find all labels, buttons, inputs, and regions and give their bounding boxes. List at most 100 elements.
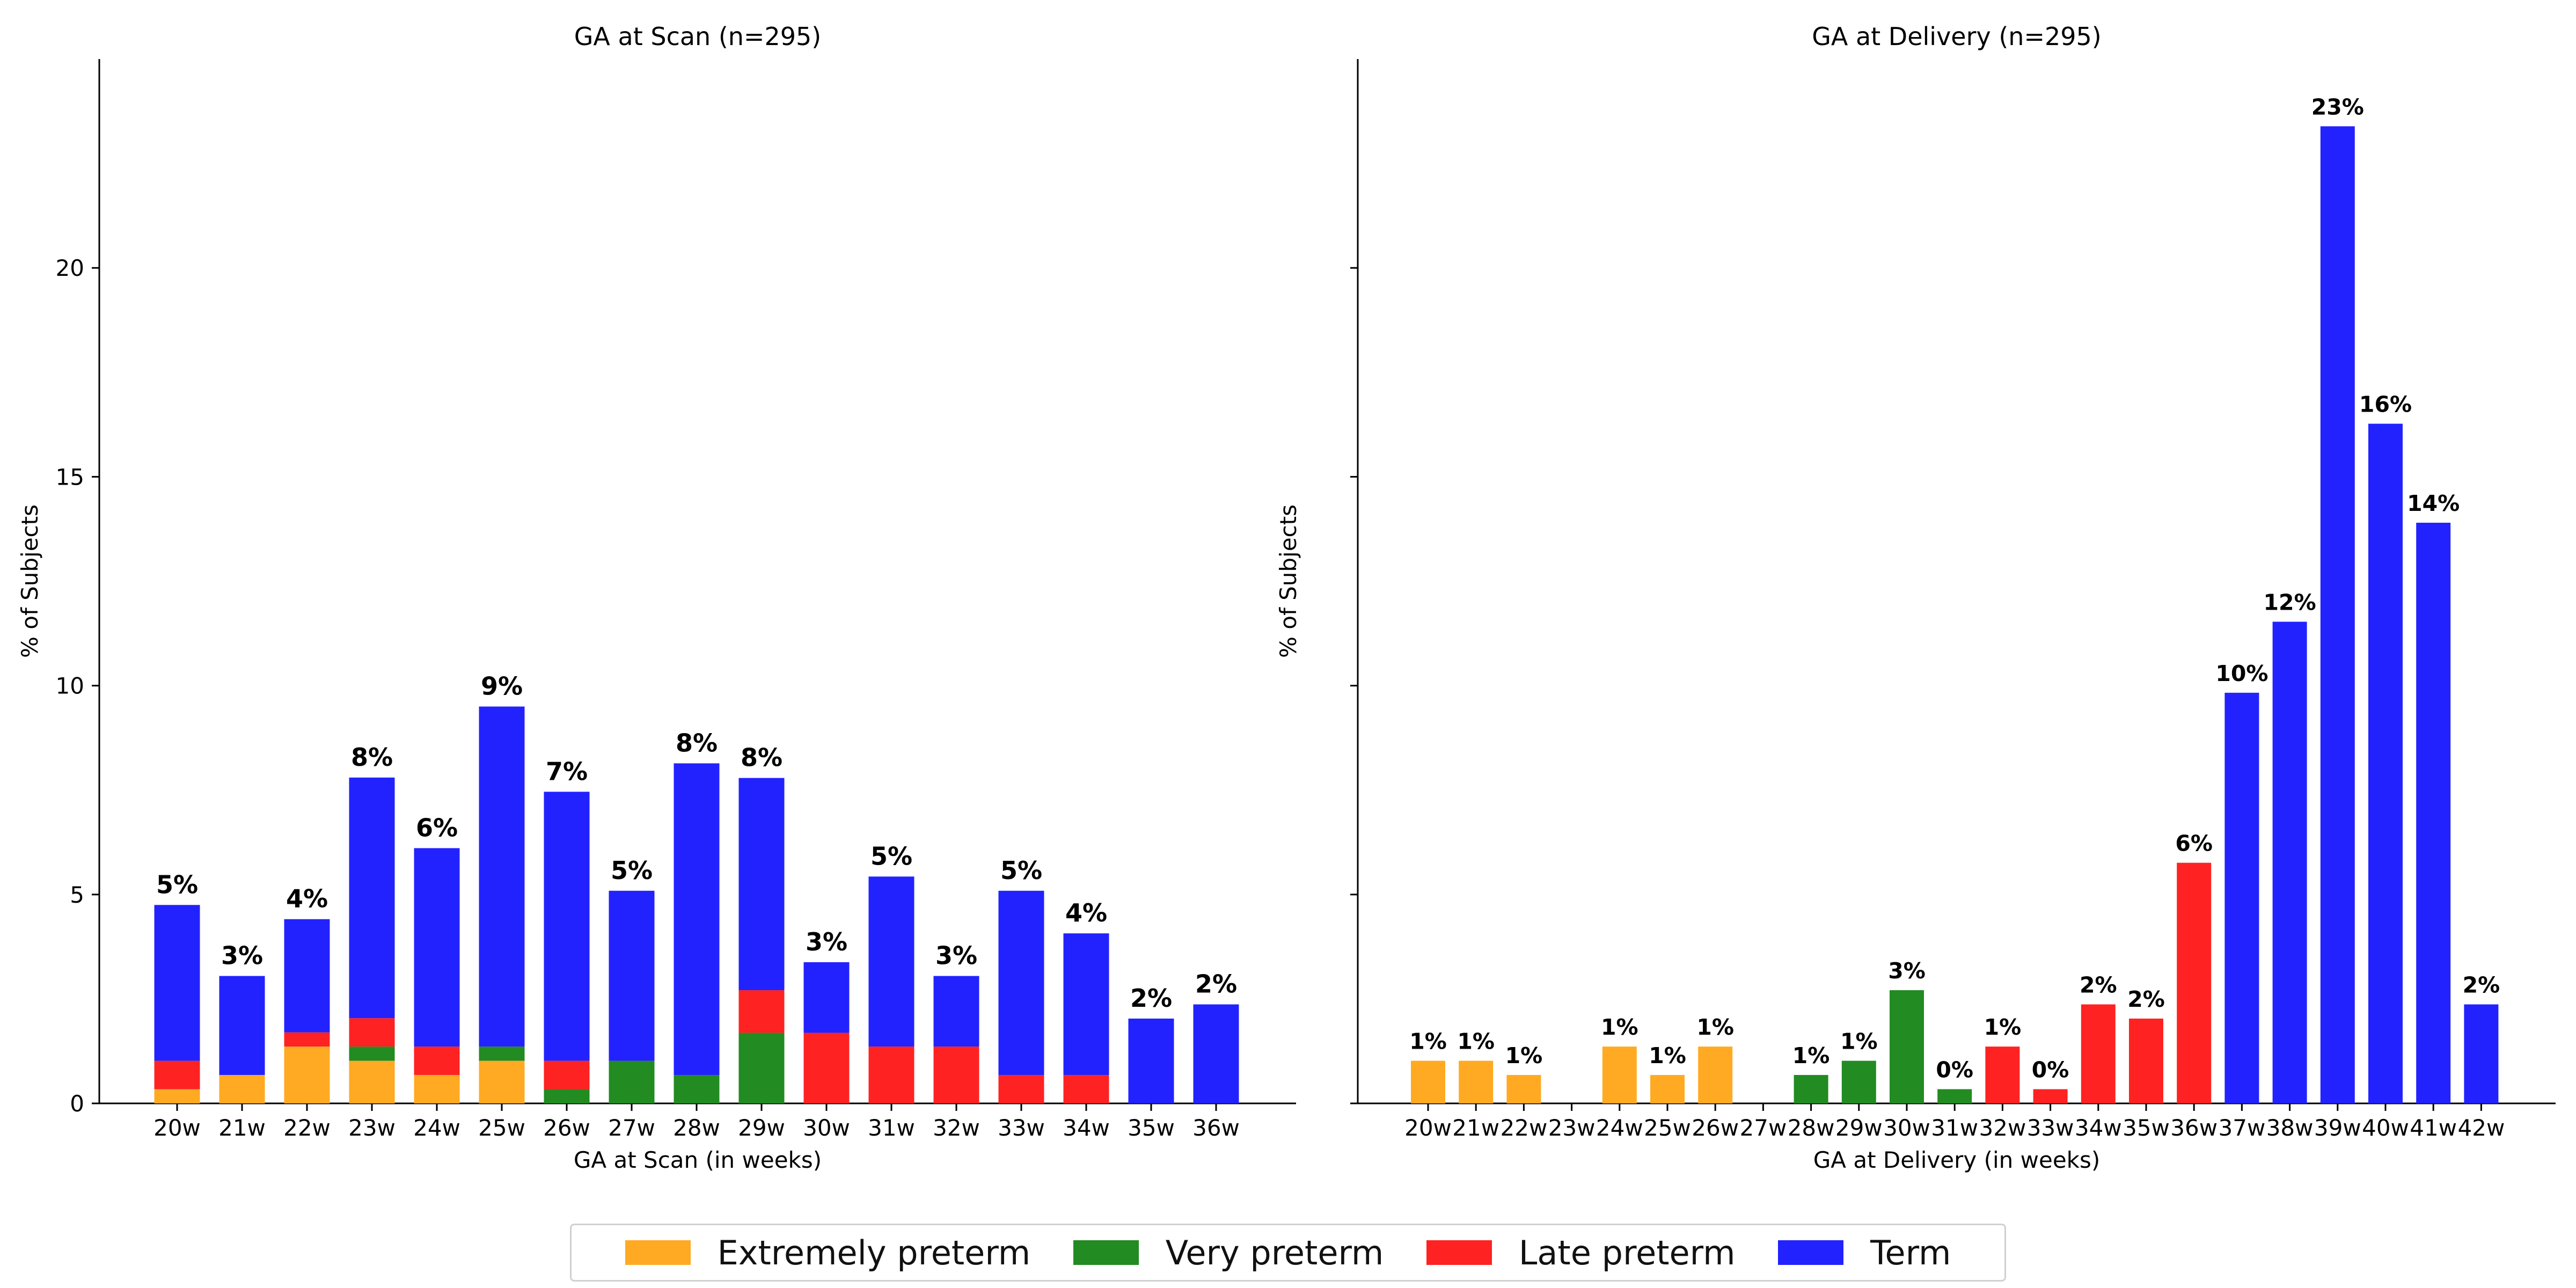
panel-2-x-axis-label: GA at Delivery (in weeks) [1813,1147,2101,1173]
panel-1-x-tick-label-21w: 21w [218,1115,266,1141]
panel-2-bar-21w [1459,1060,1494,1103]
panel-2-bar-33w [2033,1089,2068,1103]
panel-1-x-tick-label-25w: 25w [478,1115,525,1141]
panel-1-x-tick-label-31w: 31w [868,1115,915,1141]
panel-1-bar-25w-term [479,706,525,1047]
panel-1-bar-22w-extremely [284,1046,330,1103]
panel-2-x-tick-label-35w: 35w [2123,1115,2170,1141]
panel-1-bar-24w-late [414,1046,460,1075]
panel-1-data-label-31w: 5% [870,841,912,870]
legend-item-term: Term [1778,1233,1951,1272]
panel-1-x-tick-label-27w: 27w [608,1115,655,1141]
panel-2-bar-38w [2272,621,2307,1103]
panel-1-bar-30w-term [803,962,850,1033]
legend: Extremely preterm Very preterm Late pret… [570,1224,2006,1282]
panel-2-bar-32w [1985,1046,2020,1103]
panel-1-data-label-35w: 2% [1130,984,1172,1013]
panel-1-bar-27w-very [609,1060,655,1103]
panel-2-data-label-31w: 0% [1936,1057,1973,1083]
panel-2-bar-28w [1794,1075,1828,1103]
panel-2-x-tick-label-36w: 36w [2170,1115,2218,1141]
panel-1-data-label-34w: 4% [1065,898,1107,927]
panel-2-x-tick-label-37w: 37w [2219,1115,2266,1141]
panel-2-data-label-36w: 6% [2175,831,2213,857]
panel-2-data-label-37w: 10% [2215,661,2268,686]
panel-2-x-tick-label-40w: 40w [2362,1115,2409,1141]
y-tick-label-0: 0 [70,1091,84,1117]
panel-2-x-tick-label-29w: 29w [1835,1115,1883,1141]
panel-2-bar-24w [1602,1046,1637,1103]
panel-1-data-label-28w: 8% [676,728,718,757]
panel-1-x-tick-label-36w: 36w [1192,1115,1240,1141]
panel-2-data-label-25w: 1% [1649,1043,1686,1069]
panel-2-data-label-33w: 0% [2032,1057,2069,1083]
panel-1-x-tick-label-29w: 29w [738,1115,785,1141]
y-tick-label-20: 20 [56,255,84,281]
panel-2-bar-39w [2320,126,2355,1104]
panel-2-x-tick-label-26w: 26w [1692,1115,1739,1141]
panel-2-y-axis-label: % of Subjects [1275,504,1301,658]
panel-1-bar-33w-late [998,1075,1044,1103]
panel-2-x-tick-label-32w: 32w [1979,1115,2026,1141]
panel-1-y-axis-label: % of Subjects [17,504,43,658]
panel-1-bar-32w-term [933,976,979,1047]
panel-2-x-tick-label-31w: 31w [1931,1115,1978,1141]
panel-1-data-label-29w: 8% [741,743,782,772]
panel-2-data-label-26w: 1% [1696,1014,1734,1040]
panel-1-data-label-27w: 5% [611,856,653,885]
panel-2-x-tick-label-27w: 27w [1740,1115,1787,1141]
panel-2-bar-26w [1698,1046,1733,1103]
panel-2-x-tick-label-22w: 22w [1501,1115,1548,1141]
panel-1-data-label-20w: 5% [156,870,198,899]
panel-1-data-label-23w: 8% [351,743,393,772]
panel-1-data-label-25w: 9% [481,672,523,701]
panel-2-x-tick-label-30w: 30w [1883,1115,1930,1141]
panel-2-x-tick-label-39w: 39w [2314,1115,2361,1141]
panel-1-bar-20w-late [154,1060,200,1089]
panel-2-data-label-24w: 1% [1601,1014,1638,1040]
panel-2-bar-41w [2416,523,2451,1104]
legend-swatch-extremely-preterm [625,1240,691,1265]
panel-1-bar-26w-very [544,1089,590,1103]
panel-1-bar-36w-term [1193,1004,1239,1103]
panel-1-x-tick-label-23w: 23w [348,1115,396,1141]
panel-1-bar-31w-term [868,876,914,1047]
panel-2-x-tick-label-42w: 42w [2458,1115,2505,1141]
panel-2-bar-42w [2464,1004,2499,1103]
legend-label: Late preterm [1518,1233,1736,1272]
legend-swatch-term [1778,1240,1844,1265]
panel-2-data-label-28w: 1% [1792,1043,1830,1069]
panel-1-x-tick-label-33w: 33w [998,1115,1045,1141]
panel-2-bar-30w [1890,990,1924,1103]
panel-2-data-label-42w: 2% [2463,972,2500,998]
panel-1-x-tick-label-28w: 28w [673,1115,720,1141]
panel-1-bar-21w-term [219,976,265,1075]
panel-1-bar-25w-very [479,1046,525,1061]
panel-1-bar-21w-extremely [219,1075,265,1103]
panel-2-x-tick-label-21w: 21w [1452,1115,1499,1141]
panel-2-x-tick-label-34w: 34w [2075,1115,2122,1141]
panel-1-bar-29w-term [738,778,785,991]
panel-2-x-tick-label-25w: 25w [1644,1115,1691,1141]
panel-1-data-label-21w: 3% [221,941,263,970]
panel-1-bar-25w-extremely [479,1060,525,1103]
panel-1-bar-29w-late [738,990,785,1033]
panel-1-x-tick-label-22w: 22w [283,1115,331,1141]
panel-1-bar-22w-term [284,919,330,1033]
panel-2-data-label-38w: 12% [2264,590,2316,616]
panel-1-bar-24w-extremely [414,1075,460,1103]
panel-2-x-tick-label-41w: 41w [2410,1115,2457,1141]
panel-1-data-label-33w: 5% [1000,856,1042,885]
panel-1-bar-20w-extremely [154,1089,200,1103]
panel-1-data-label-30w: 3% [806,927,847,956]
panel-1-bar-26w-late [544,1060,590,1089]
panel-2-bar-36w [2177,862,2212,1103]
panel-1-chart-title: GA at Scan (n=295) [574,22,821,51]
panel-1-x-tick-label-20w: 20w [153,1115,201,1141]
panel-2-data-label-22w: 1% [1505,1043,1543,1069]
panel-2-bar-40w [2368,423,2403,1103]
panel-1-x-tick-label-35w: 35w [1128,1115,1175,1141]
panel-1-bar-28w-term [674,763,720,1075]
panel-1-bar-34w-term [1063,933,1109,1075]
panel-1-data-label-36w: 2% [1195,970,1237,999]
